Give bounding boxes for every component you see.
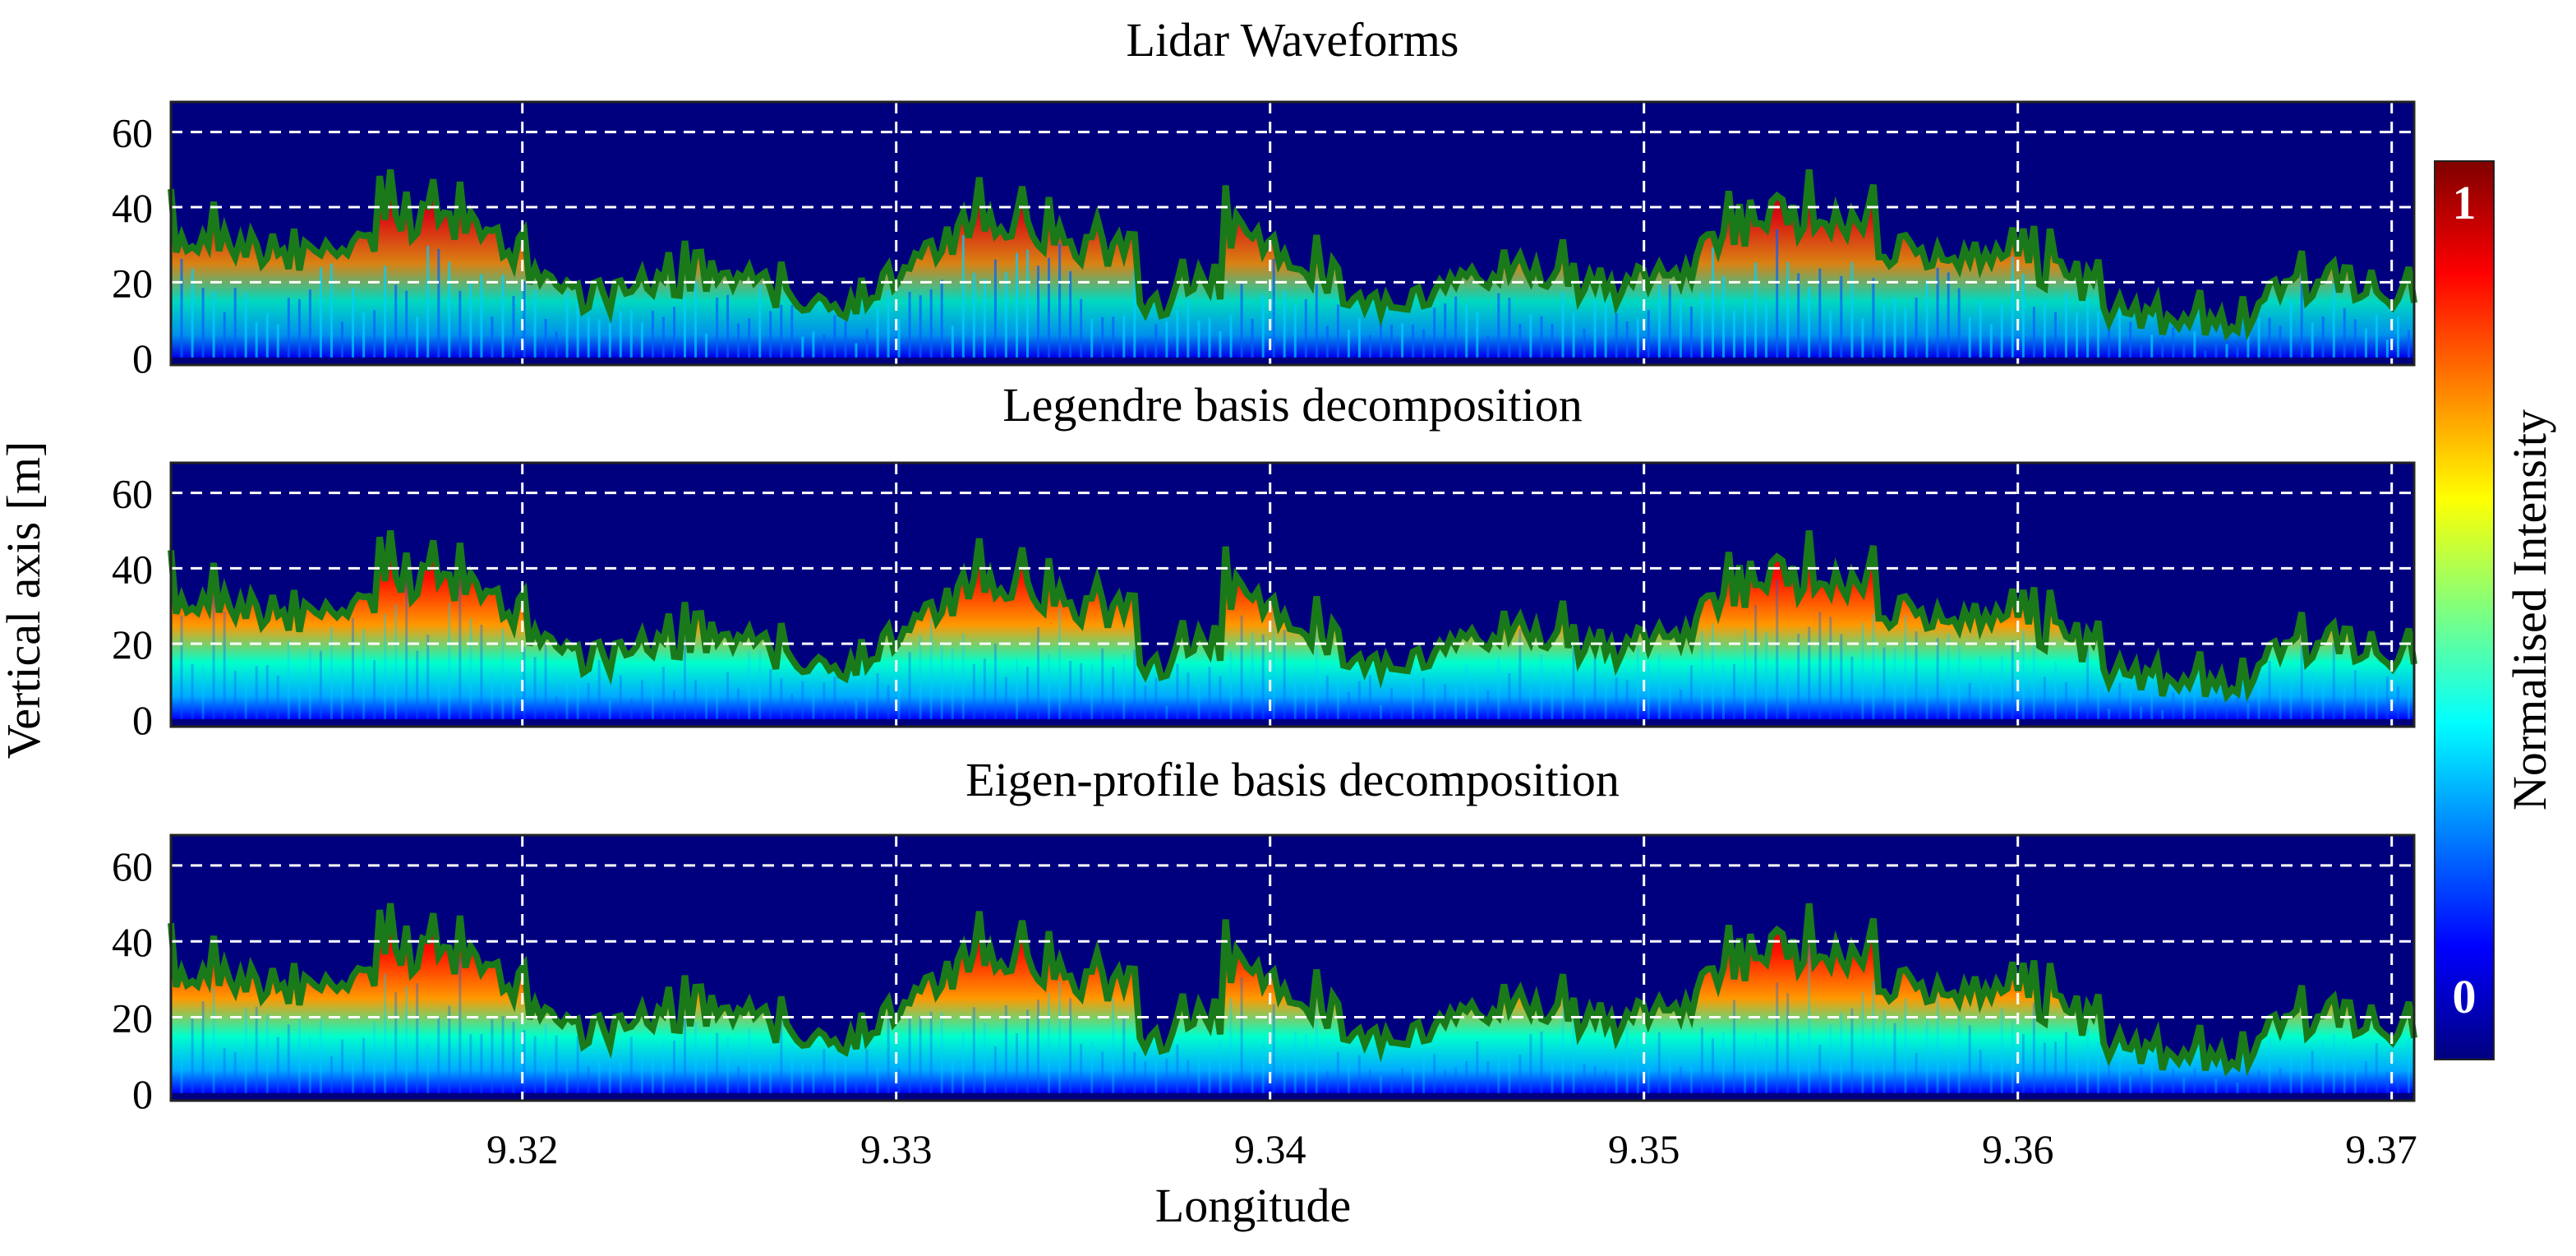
x-tick-label: 9.33 bbox=[860, 1126, 933, 1172]
panel-1: Lidar Waveforms 0 20 40 60 bbox=[112, 13, 2417, 381]
colorbar-min-label: 0 bbox=[2453, 970, 2477, 1023]
x-tick-label: 9.34 bbox=[1234, 1126, 1306, 1172]
y-tick-label: 20 bbox=[112, 995, 153, 1041]
panel-2: Legendre basis decomposition 0 20 40 60 bbox=[112, 378, 2417, 743]
plot-frame bbox=[169, 461, 2416, 728]
y-tick-label: 0 bbox=[132, 1071, 153, 1117]
panel-title: Lidar Waveforms bbox=[1127, 13, 1459, 67]
panel-3: Eigen-profile basis decomposition 0 20 40 60… bbox=[112, 753, 2417, 1172]
plot-frame bbox=[169, 833, 2416, 1102]
plot-frame bbox=[169, 100, 2416, 367]
panel-title: Legendre basis decomposition bbox=[1002, 378, 1583, 432]
shared-ylabel: Vertical axis [m] bbox=[0, 441, 50, 760]
y-tick-label: 20 bbox=[112, 621, 153, 667]
y-tick-label: 0 bbox=[132, 335, 153, 381]
shared-xlabel: Longitude bbox=[1155, 1179, 1351, 1232]
x-tick-label: 9.32 bbox=[486, 1126, 559, 1172]
x-tick-label: 9.35 bbox=[1608, 1126, 1680, 1172]
canopy-outline bbox=[168, 530, 2417, 704]
y-tick-label: 40 bbox=[112, 185, 153, 231]
y-tick-label: 40 bbox=[112, 919, 153, 965]
y-tick-label: 60 bbox=[112, 110, 153, 156]
y-tick-label: 40 bbox=[112, 546, 153, 592]
x-tick-label: 9.37 bbox=[2345, 1126, 2417, 1172]
y-tick-label: 20 bbox=[112, 260, 153, 306]
x-tick-label: 9.36 bbox=[1982, 1126, 2054, 1172]
y-tick-label: 60 bbox=[112, 843, 153, 889]
colorbar-bar bbox=[2434, 160, 2495, 1060]
colorbar-max-label: 1 bbox=[2453, 176, 2477, 229]
y-tick-label: 60 bbox=[112, 471, 153, 517]
colorbar: 1 0 Normalised Intensity bbox=[2434, 160, 2556, 1060]
panel-title: Eigen-profile basis decomposition bbox=[965, 753, 1620, 806]
colorbar-label: Normalised Intensity bbox=[2503, 409, 2556, 810]
canopy-outline bbox=[168, 903, 2417, 1077]
canopy-outline bbox=[168, 169, 2417, 342]
y-tick-label: 0 bbox=[132, 697, 153, 743]
